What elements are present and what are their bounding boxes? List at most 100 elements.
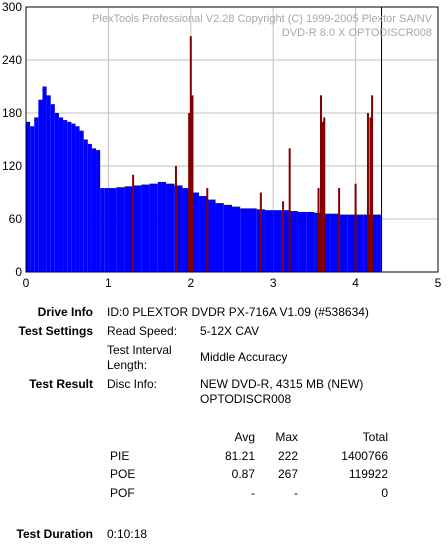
pie-bar [83, 139, 88, 272]
pie-bar [67, 121, 72, 272]
pie-bar [289, 211, 298, 272]
y-tick-label: 180 [2, 106, 22, 120]
disc-info-value-line1: NEW DVD-R, 4315 MB (NEW) [200, 377, 364, 391]
pie-bar [232, 206, 241, 272]
poe-bar [189, 36, 192, 273]
test-settings-label: Test Settings [18, 324, 93, 338]
disc-info-label: Disc Info: [107, 377, 158, 391]
drive-info-value: ID:0 PLEXTOR DVDR PX-716A V1.09 (#538634… [107, 305, 369, 319]
poe-bar [206, 188, 209, 272]
pie-bar [124, 186, 134, 272]
y-tick-label: 0 [15, 265, 22, 279]
chart-title-line2: DVD-R 8.0 X OPTODISCR008 [282, 27, 432, 39]
pie-bar [100, 188, 105, 272]
stats-row-total: 0 [381, 486, 388, 500]
pie-bar [58, 117, 64, 273]
pie-bar [108, 188, 117, 272]
poe-series [132, 36, 374, 273]
disc-info-value-line2: OPTODISCR008 [200, 392, 292, 406]
stats-header-avg: Avg [234, 430, 255, 444]
pie-bar [71, 123, 76, 272]
pie-bar [34, 117, 39, 273]
drive-info-label: Drive Info [37, 305, 93, 319]
pie-bar [133, 185, 142, 272]
poe-bar [259, 192, 262, 272]
stats-row-name: POE [110, 467, 136, 481]
pie-bar [330, 213, 340, 272]
pie-bar [104, 188, 109, 272]
x-tick-label: 1 [105, 276, 112, 290]
test-interval-label-line1: Test Interval [107, 343, 172, 357]
stats-row-avg: 0.87 [231, 467, 255, 481]
pie-bar [264, 210, 274, 272]
pie-poe-chart: 0 1 2 3 4 5 0 60 120 180 240 300 PlexTools Professi… [2, 0, 442, 290]
x-tick-label: 2 [187, 276, 194, 290]
stats-row-max: 267 [277, 467, 298, 481]
pie-bar [339, 214, 348, 272]
pie-bar [157, 181, 167, 272]
poe-bar [369, 117, 372, 273]
chart-ticks: 0 1 2 3 4 5 0 60 120 180 240 300 [2, 0, 442, 290]
plot-area-border [25, 6, 439, 273]
pie-bar [42, 86, 47, 272]
poe-bar [282, 201, 285, 272]
stats-row-avg: - [251, 486, 255, 500]
pie-bar [199, 196, 208, 272]
pie-bar [26, 121, 31, 272]
pie-bar [38, 99, 43, 272]
pie-bar [63, 120, 68, 272]
pie-bar [149, 183, 158, 272]
stats-row-name: POF [110, 486, 135, 500]
pie-bar [355, 214, 364, 272]
stats-header-total: Total [362, 430, 388, 444]
stats-row-avg: 81.21 [224, 449, 255, 463]
y-tick-label: 240 [2, 53, 22, 67]
pie-bar [380, 214, 382, 272]
test-interval-label-line2: Length: [107, 358, 148, 372]
pie-bar [190, 192, 200, 272]
poe-bar [319, 95, 322, 272]
stats-row-total: 119922 [348, 467, 388, 481]
pie-bar [281, 210, 290, 272]
pie-bar [54, 113, 59, 272]
pie-bar [297, 211, 307, 272]
pie-bar [87, 143, 92, 272]
poe-bar [323, 117, 326, 273]
pie-bar [223, 204, 232, 272]
x-tick-label: 4 [352, 276, 359, 290]
pie-bar [79, 130, 84, 272]
test-interval-value: Middle Accuracy [200, 350, 288, 364]
stats-row-max: 222 [277, 449, 298, 463]
test-duration-label: Test Duration [16, 527, 93, 541]
poe-bar [188, 113, 191, 272]
chart-title-line1: PlexTools Professional V2.28 Copyright (… [92, 13, 433, 25]
x-tick-label: 3 [270, 276, 277, 290]
pie-bar [141, 184, 150, 272]
poe-bar [338, 188, 341, 272]
stats-row-name: PIE [110, 449, 130, 463]
poe-bar [174, 166, 177, 272]
pie-bar [347, 214, 356, 272]
pie-bar [166, 183, 175, 272]
x-tick-label: 5 [435, 276, 442, 290]
pie-bar [46, 95, 51, 272]
poe-bar [366, 113, 369, 272]
poe-bar [371, 95, 374, 272]
read-speed-value: 5-12X CAV [200, 324, 260, 338]
pie-bar [91, 148, 97, 272]
poe-bar [132, 174, 135, 272]
stats-row-total: 1400766 [341, 449, 388, 463]
poe-bar [317, 188, 320, 272]
pie-bar [207, 199, 216, 272]
poe-bar [321, 121, 324, 272]
stats-row-max: - [294, 486, 298, 500]
pie-bar [50, 104, 55, 273]
pie-bar [322, 213, 331, 272]
x-tick-label: 0 [23, 276, 30, 290]
pie-bar [116, 187, 125, 272]
pie-bar [372, 214, 381, 272]
stats-header-max: Max [275, 430, 298, 444]
pie-bar [306, 211, 315, 272]
read-speed-label: Read Speed: [107, 324, 178, 338]
test-duration-value: 0:10:18 [107, 527, 148, 541]
